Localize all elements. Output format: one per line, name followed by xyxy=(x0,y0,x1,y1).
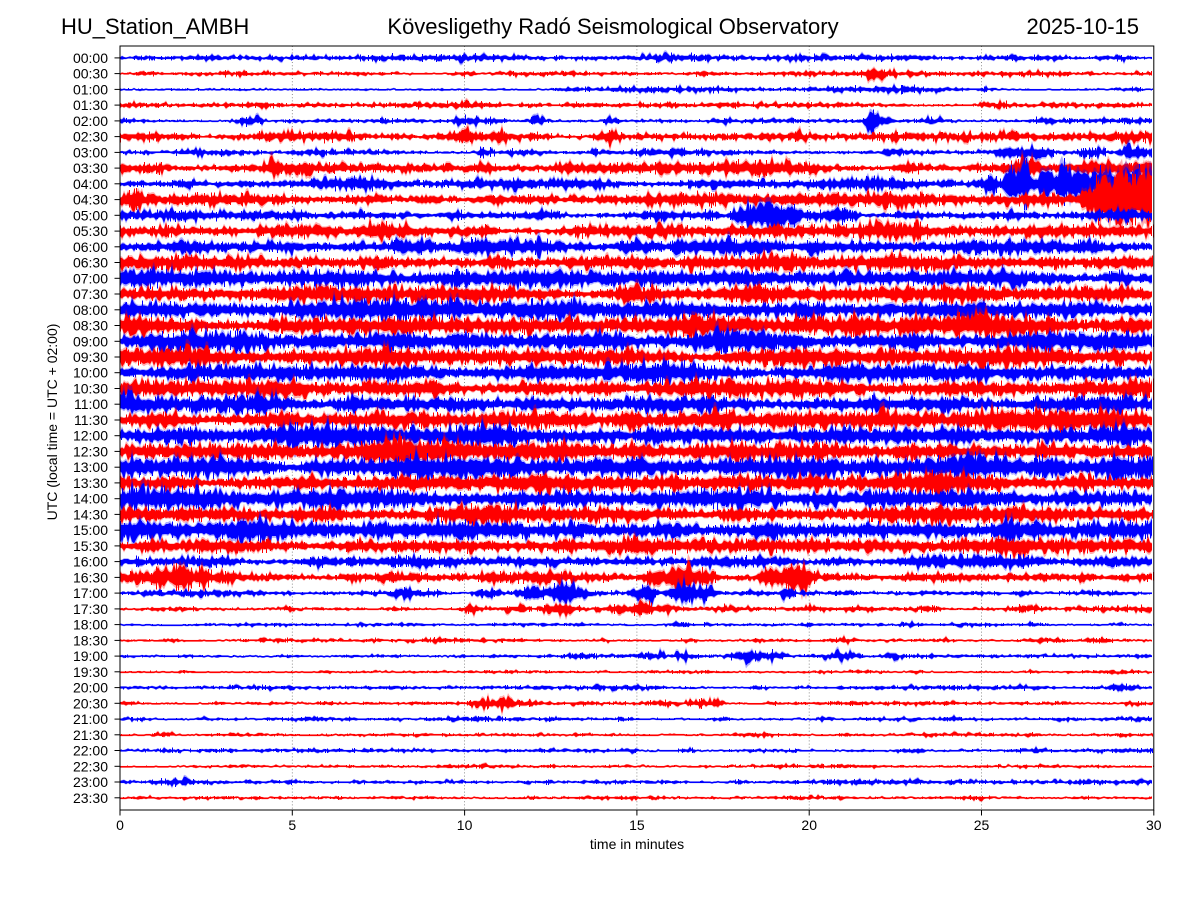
svg-text:02:30: 02:30 xyxy=(73,129,108,145)
svg-text:18:30: 18:30 xyxy=(73,632,108,648)
svg-text:06:00: 06:00 xyxy=(73,239,108,255)
svg-text:00:00: 00:00 xyxy=(73,50,108,66)
svg-text:04:00: 04:00 xyxy=(73,176,108,192)
svg-text:17:00: 17:00 xyxy=(73,585,108,601)
svg-text:19:30: 19:30 xyxy=(73,664,108,680)
svg-text:5: 5 xyxy=(288,817,296,833)
svg-text:21:30: 21:30 xyxy=(73,727,108,743)
svg-text:01:30: 01:30 xyxy=(73,97,108,113)
svg-text:Kövesligethy Radó Seismologica: Kövesligethy Radó Seismological Observat… xyxy=(387,14,838,39)
svg-text:0: 0 xyxy=(116,817,124,833)
svg-text:13:00: 13:00 xyxy=(73,459,108,475)
svg-text:12:00: 12:00 xyxy=(73,428,108,444)
svg-text:UTC (local time = UTC + 02:00): UTC (local time = UTC + 02:00) xyxy=(44,324,60,521)
svg-text:21:00: 21:00 xyxy=(73,711,108,727)
svg-text:30: 30 xyxy=(1146,817,1162,833)
svg-text:16:00: 16:00 xyxy=(73,554,108,570)
svg-text:11:30: 11:30 xyxy=(74,412,108,428)
svg-text:13:30: 13:30 xyxy=(73,475,108,491)
svg-text:07:30: 07:30 xyxy=(73,286,108,302)
svg-text:2025-10-15: 2025-10-15 xyxy=(1026,14,1139,39)
svg-text:03:30: 03:30 xyxy=(73,160,108,176)
svg-text:time in minutes: time in minutes xyxy=(590,836,684,852)
svg-text:22:30: 22:30 xyxy=(73,758,108,774)
svg-text:15:00: 15:00 xyxy=(73,522,108,538)
svg-text:10:30: 10:30 xyxy=(73,381,108,397)
svg-text:10:00: 10:00 xyxy=(73,365,108,381)
svg-text:15: 15 xyxy=(629,817,645,833)
svg-text:07:00: 07:00 xyxy=(73,270,108,286)
svg-text:14:00: 14:00 xyxy=(73,491,108,507)
svg-text:HU_Station_AMBH: HU_Station_AMBH xyxy=(61,14,249,39)
svg-text:16:30: 16:30 xyxy=(73,569,108,585)
svg-text:03:00: 03:00 xyxy=(73,144,108,160)
svg-text:17:30: 17:30 xyxy=(73,601,108,617)
svg-text:23:00: 23:00 xyxy=(73,774,108,790)
svg-text:19:00: 19:00 xyxy=(73,648,108,664)
svg-text:10: 10 xyxy=(457,817,473,833)
svg-text:04:30: 04:30 xyxy=(73,192,108,208)
svg-text:23:30: 23:30 xyxy=(73,790,108,806)
svg-text:25: 25 xyxy=(974,817,990,833)
svg-text:08:30: 08:30 xyxy=(73,318,108,334)
svg-text:09:30: 09:30 xyxy=(73,349,108,365)
svg-text:15:30: 15:30 xyxy=(73,538,108,554)
svg-text:01:00: 01:00 xyxy=(73,81,108,97)
svg-text:11:00: 11:00 xyxy=(74,396,108,412)
svg-text:20:30: 20:30 xyxy=(73,695,108,711)
svg-text:20:00: 20:00 xyxy=(73,680,108,696)
svg-text:08:00: 08:00 xyxy=(73,302,108,318)
svg-text:14:30: 14:30 xyxy=(73,506,108,522)
svg-text:05:30: 05:30 xyxy=(73,223,108,239)
svg-text:06:30: 06:30 xyxy=(73,255,108,271)
svg-text:18:00: 18:00 xyxy=(73,617,108,633)
svg-text:20: 20 xyxy=(801,817,817,833)
svg-text:05:00: 05:00 xyxy=(73,207,108,223)
svg-text:09:00: 09:00 xyxy=(73,333,108,349)
svg-text:22:00: 22:00 xyxy=(73,743,108,759)
svg-text:12:30: 12:30 xyxy=(73,443,108,459)
svg-text:00:30: 00:30 xyxy=(73,66,108,82)
svg-text:02:00: 02:00 xyxy=(73,113,108,129)
